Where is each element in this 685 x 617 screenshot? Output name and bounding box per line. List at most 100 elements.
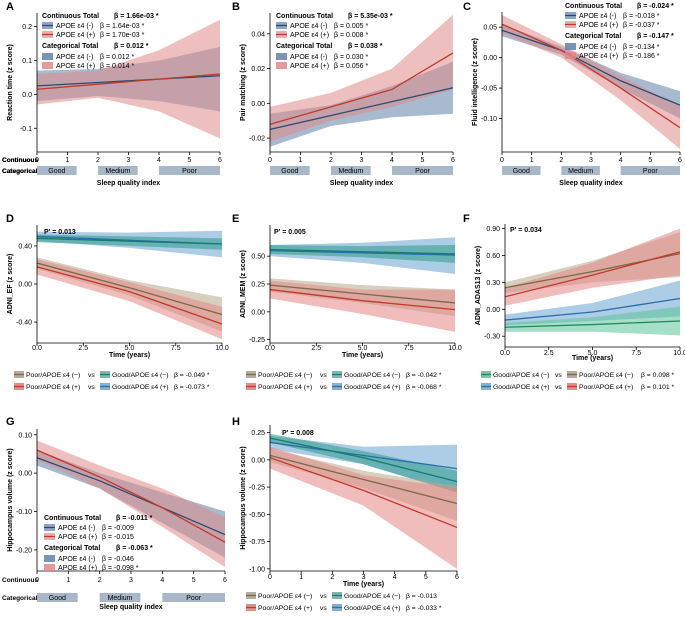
x-tick-label: 0 <box>35 577 39 584</box>
category-label: Medium <box>105 168 130 175</box>
panel-label: C <box>463 1 471 13</box>
y-tick-label: -0.10 <box>16 509 32 516</box>
ci-band <box>37 19 220 139</box>
legend-item-beta: β = -0.098 * <box>102 565 139 572</box>
legend-cat-beta: β = -0.063 * <box>116 545 153 552</box>
x-tick-label: 5 <box>421 157 425 164</box>
panel-label: G <box>6 416 15 428</box>
x-tick-label: 3 <box>589 157 593 164</box>
x-axis-title: Time (years) <box>572 355 613 362</box>
ci-band <box>37 440 225 568</box>
y-tick-label: -0.10 <box>481 116 497 123</box>
x-tick-label: 2.5 <box>78 345 88 352</box>
legend-swatch <box>276 53 287 60</box>
category-bar-medium <box>99 593 141 602</box>
x-axis-title: Sleep quality index <box>99 604 163 611</box>
x-tick-label: 5 <box>192 577 196 584</box>
legend-item-beta: β = 0.030 * <box>334 54 368 61</box>
legend: Poor/APOE ε4 (−) vs Good/APOE ε4 (−) β = -0… <box>246 371 442 391</box>
x-tick-label: 2.5 <box>311 345 321 352</box>
legend-item-label: APOE ε4 (-) <box>290 54 327 61</box>
y-axis-title: ADNI_EF (z score) <box>7 254 14 315</box>
y-tick-label: -0.50 <box>249 512 265 519</box>
x-tick-label: 4 <box>157 157 161 164</box>
ci-band <box>270 14 453 142</box>
x-tick-label: 1 <box>299 157 303 164</box>
panel-label: F <box>463 213 470 225</box>
legend-cont-beta: β = -0.024 * <box>637 3 674 10</box>
x-tick-label: 5 <box>648 157 652 164</box>
categorical-label: Categorical <box>2 595 38 602</box>
legend-item-beta: β = -0.073 * <box>174 384 210 391</box>
panel-label: B <box>232 1 240 13</box>
x-tick-label: 0.0 <box>265 345 275 352</box>
y-tick-label: 0.2 <box>22 24 32 31</box>
x-tick-label: 4 <box>390 157 394 164</box>
category-label: Good <box>281 168 298 175</box>
y-tick-label: 0.00 <box>251 457 265 464</box>
legend-item-label: Good/APOE ε4 (+) <box>112 384 169 391</box>
legend-item-label: APOE ε4 (+) <box>579 22 618 29</box>
series-line <box>501 29 681 106</box>
y-tick-label: -0.25 <box>249 337 265 344</box>
series-line <box>36 449 226 543</box>
legend-swatch <box>42 62 53 69</box>
legend-item-label: Good/APOE ε4 (−) <box>344 372 401 379</box>
legend-item-label: Good/APOE ε4 (+) <box>344 384 401 391</box>
panel-E: E -0.25 0.00 0.25 0.50 ADNI_MEM (z score) 0.0 2… <box>232 213 462 391</box>
legend-item-beta: β = -0.015 <box>102 534 134 541</box>
y-tick-label: 0.0 <box>22 92 32 99</box>
legend-item-label: Poor/APOE ε4 (+) <box>26 384 80 391</box>
panel-G: G -0.20 -0.10 0.00 0.10 Hippocampus volume (z… <box>2 416 227 611</box>
x-axis-title: Time (years) <box>109 352 150 359</box>
x-tick-label: 5.0 <box>588 350 598 357</box>
legend-vs: vs <box>320 372 327 379</box>
legend-vs: vs <box>320 605 327 612</box>
category-label: Poor <box>186 595 201 602</box>
legend-swatch <box>276 62 287 69</box>
x-tick-label: 4 <box>160 577 164 584</box>
x-tick-label: 3 <box>129 577 133 584</box>
legend-vs: vs <box>555 372 562 379</box>
legend-cont-title: Continuous Total <box>44 515 101 522</box>
legend-item-label: Poor/APOE ε4 (+) <box>258 384 312 391</box>
legend-cat-beta: β = -0.147 * <box>637 33 674 40</box>
x-tick-label: 7.5 <box>404 345 414 352</box>
legend-item-beta: β = -0.134 * <box>623 44 660 51</box>
legend-swatch <box>44 555 55 562</box>
panel-label: A <box>6 1 14 13</box>
series-line <box>36 262 223 316</box>
x-tick-label: 7.5 <box>171 345 181 352</box>
series-line <box>269 441 458 470</box>
legend-item-beta: β = 0.008 * <box>334 32 368 39</box>
category-label: Medium <box>108 595 133 602</box>
x-tick-label: 2 <box>329 157 333 164</box>
legend-item-label: APOE ε4 (-) <box>58 525 95 532</box>
legend-item-beta: β = 0.012 * <box>100 54 134 61</box>
category-bar-poor <box>159 166 220 175</box>
series-line <box>269 52 454 125</box>
y-tick-label: 0.05 <box>483 25 497 32</box>
y-tick-label: 0.25 <box>251 282 265 289</box>
y-tick-label: -0.40 <box>16 320 32 327</box>
x-axis-title: Time (years) <box>342 352 383 359</box>
x-tick-label: 1 <box>299 574 303 581</box>
ci-band <box>505 306 680 336</box>
legend-swatch <box>565 43 576 50</box>
x-tick-label: 3 <box>360 157 364 164</box>
x-tick-label: 7.5 <box>631 350 641 357</box>
series-line <box>269 457 458 529</box>
y-tick-label: 0.04 <box>251 31 265 38</box>
legend-item-label: APOE ε4 (+) <box>290 32 329 39</box>
legend-vs: vs <box>555 384 562 391</box>
series-line <box>36 73 221 90</box>
series-line <box>501 23 681 129</box>
legend-item-label: Good/APOE ε4 (−) <box>344 593 401 600</box>
legend-item-beta: β = 1.64e-03 * <box>100 23 145 30</box>
y-tick-label: 0.90 <box>486 226 500 233</box>
categorical-label: Categorical <box>2 168 38 175</box>
x-tick-label: 2 <box>98 577 102 584</box>
legend-item-beta: β = -0.046 <box>102 556 134 563</box>
x-tick-label: 6 <box>218 157 222 164</box>
